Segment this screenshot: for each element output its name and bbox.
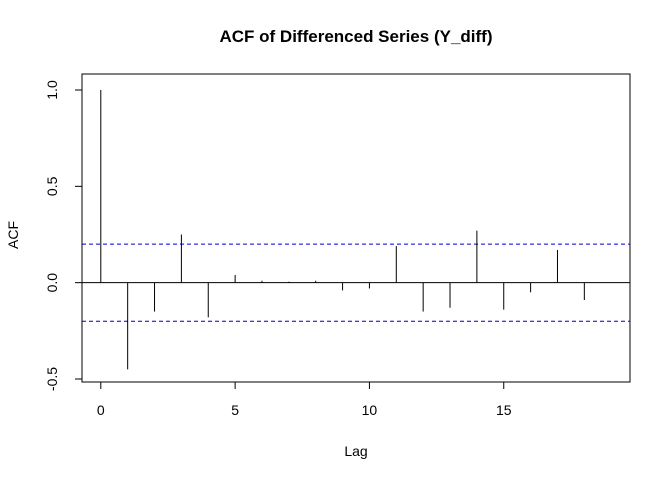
y-axis-label: ACF xyxy=(5,221,21,249)
y-tick-label: 0.0 xyxy=(44,273,60,293)
x-tick-label: 5 xyxy=(231,402,239,418)
chart-title: ACF of Differenced Series (Y_diff) xyxy=(220,27,493,46)
x-tick-label: 0 xyxy=(97,402,105,418)
y-tick-label: 1.0 xyxy=(44,80,60,100)
x-axis-label: Lag xyxy=(344,443,367,459)
y-tick-label: 0.5 xyxy=(44,176,60,196)
plot-frame xyxy=(81,73,631,383)
y-axis: -0.5 0.0 0.5 1.0 xyxy=(44,80,83,391)
x-axis: 0 5 10 15 xyxy=(97,381,512,418)
x-tick-label: 10 xyxy=(362,402,378,418)
plot-marks xyxy=(82,90,630,370)
x-tick-label: 15 xyxy=(496,402,512,418)
y-tick-label: -0.5 xyxy=(44,367,60,391)
